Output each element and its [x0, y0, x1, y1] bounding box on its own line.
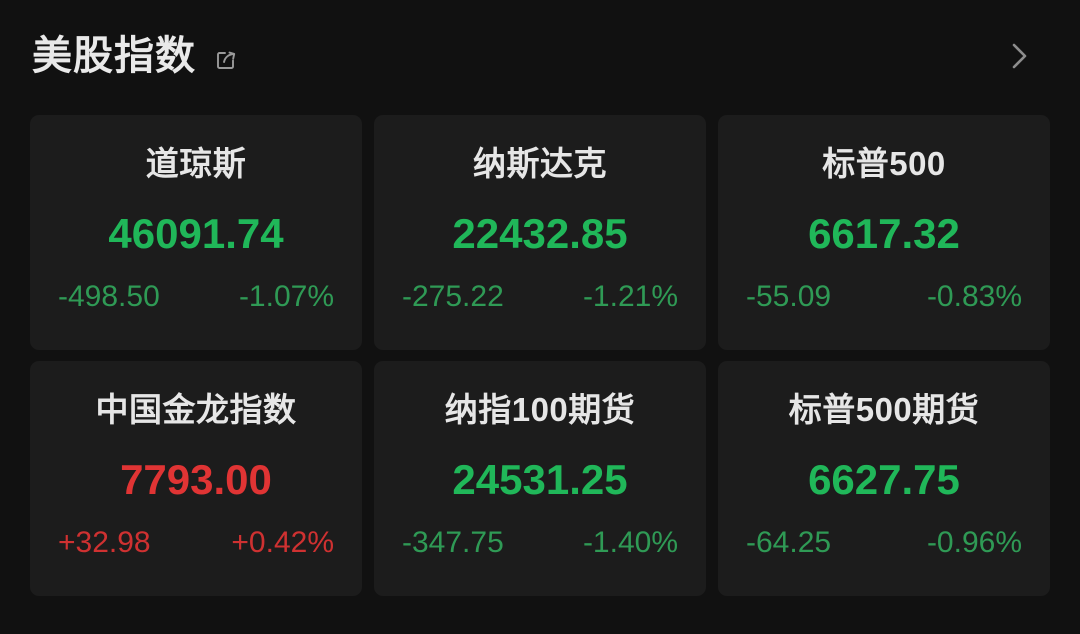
index-change-row: -275.22 -1.21% — [392, 282, 688, 312]
index-price: 24531.25 — [452, 456, 628, 503]
index-name: 道琼斯 — [145, 145, 247, 182]
index-change: -55.09 — [746, 280, 832, 313]
page-title: 美股指数 — [32, 34, 196, 78]
share-external-link-icon[interactable] — [212, 44, 242, 74]
panel-header: 美股指数 — [0, 0, 1080, 112]
index-change: -64.25 — [746, 526, 832, 559]
index-card-grid: 道琼斯 46091.74 -498.50 -1.07% 纳斯达克 22432.8… — [30, 115, 1050, 596]
index-percent: -0.83% — [926, 280, 1022, 313]
index-change-row: -55.09 -0.83% — [736, 282, 1032, 312]
index-name: 中国金龙指数 — [95, 391, 297, 428]
index-percent: -1.40% — [582, 526, 678, 559]
index-percent: -0.96% — [926, 526, 1022, 559]
index-percent: -1.07% — [238, 280, 334, 313]
index-card[interactable]: 标普500 6617.32 -55.09 -0.83% — [718, 115, 1050, 350]
index-change: +32.98 — [58, 526, 151, 559]
index-change-row: -347.75 -1.40% — [392, 528, 688, 558]
index-change-row: -498.50 -1.07% — [48, 282, 344, 312]
index-percent: +0.42% — [231, 526, 334, 559]
index-change: -275.22 — [402, 280, 504, 313]
index-price: 22432.85 — [452, 210, 628, 257]
index-card[interactable]: 中国金龙指数 7793.00 +32.98 +0.42% — [30, 361, 362, 596]
index-name: 纳斯达克 — [473, 145, 607, 182]
index-change-row: -64.25 -0.96% — [736, 528, 1032, 558]
index-card[interactable]: 标普500期货 6627.75 -64.25 -0.96% — [718, 361, 1050, 596]
index-change: -498.50 — [58, 280, 160, 313]
index-card[interactable]: 纳指100期货 24531.25 -347.75 -1.40% — [374, 361, 706, 596]
index-price: 6627.75 — [808, 456, 960, 503]
index-card[interactable]: 道琼斯 46091.74 -498.50 -1.07% — [30, 115, 362, 350]
index-percent: -1.21% — [582, 280, 678, 313]
index-name: 标普500期货 — [788, 391, 980, 428]
index-price: 6617.32 — [808, 210, 960, 257]
index-change-row: +32.98 +0.42% — [48, 528, 344, 558]
index-card[interactable]: 纳斯达克 22432.85 -275.22 -1.21% — [374, 115, 706, 350]
index-change: -347.75 — [402, 526, 504, 559]
index-price: 46091.74 — [108, 210, 284, 257]
index-name: 标普500 — [822, 145, 946, 182]
index-name: 纳指100期货 — [444, 391, 636, 428]
chevron-right-icon[interactable] — [1002, 39, 1036, 73]
index-price: 7793.00 — [120, 456, 272, 503]
